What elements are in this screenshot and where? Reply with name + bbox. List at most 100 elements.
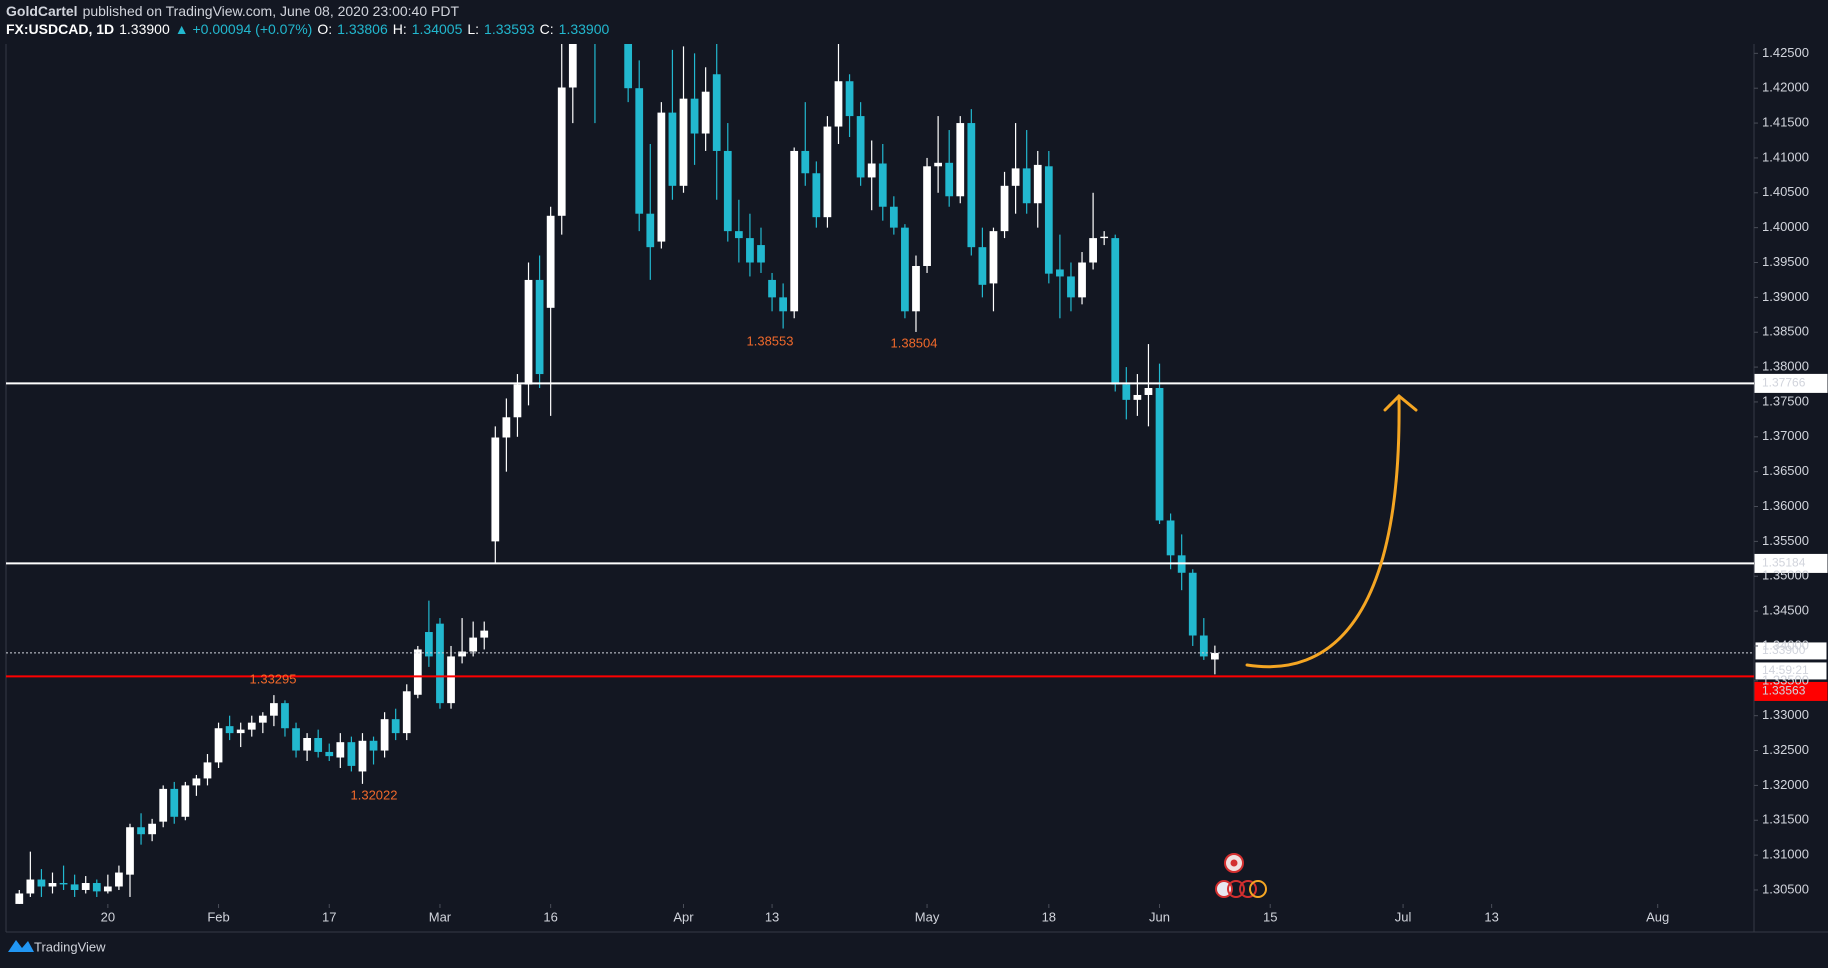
x-tick-label: Feb — [207, 909, 229, 924]
candle-body — [314, 737, 323, 752]
legend-item: 1.33900 — [559, 21, 610, 37]
candle-body — [934, 162, 942, 167]
y-tick-label: 1.32500 — [1762, 742, 1809, 757]
candle-body — [181, 785, 190, 817]
candle-body — [203, 762, 212, 779]
candle-body — [1144, 388, 1153, 395]
candle-body — [358, 740, 367, 772]
candle-body — [1188, 572, 1197, 636]
candle-body — [258, 715, 267, 723]
candle-body — [823, 126, 832, 218]
candle-body — [878, 163, 887, 207]
candle-body — [867, 163, 876, 178]
y-tick-label: 1.38000 — [1762, 359, 1809, 374]
candle-body — [1056, 269, 1064, 277]
published: published on TradingView.com, June 08, 2… — [83, 3, 460, 19]
event-icon — [1227, 880, 1245, 898]
candle-body — [1011, 168, 1020, 186]
candle-body — [170, 788, 179, 817]
candle-body — [834, 81, 843, 127]
candle-body — [657, 112, 666, 242]
candle-body — [59, 883, 68, 885]
candle-body — [292, 728, 300, 751]
candle-body — [923, 166, 931, 266]
event-icon — [1249, 880, 1267, 898]
candle-body — [81, 883, 90, 890]
tradingview-logo — [8, 940, 34, 952]
candle-body — [812, 173, 821, 218]
candle-body — [491, 437, 500, 542]
candle-body — [391, 719, 400, 734]
y-tick-label: 1.35000 — [1762, 568, 1809, 583]
candle-body — [70, 884, 79, 890]
level-badge: 1.35184 — [1762, 556, 1806, 570]
candle-body — [701, 91, 710, 134]
projection-arrow — [1245, 393, 1418, 669]
candle-body — [1067, 276, 1075, 298]
candle-body — [413, 649, 422, 695]
candle-body — [1033, 164, 1042, 204]
candle-body — [281, 703, 289, 729]
arrow-curve — [1245, 396, 1401, 669]
level-badge: 1.37766 — [1762, 376, 1806, 390]
candle-body — [247, 722, 256, 730]
candle-body — [801, 150, 810, 174]
legend-item: 1.33806 — [337, 21, 388, 37]
candle-body — [225, 726, 234, 734]
x-tick-label: 20 — [101, 909, 115, 924]
candle-body — [402, 691, 411, 734]
candle-body — [425, 632, 433, 657]
candle-body — [1111, 238, 1120, 385]
y-tick-label: 1.33500 — [1762, 672, 1809, 687]
x-tick-label: May — [915, 909, 940, 924]
candle-body — [48, 883, 57, 887]
legend-item: 1.33593 — [484, 21, 535, 37]
candle-body — [956, 123, 965, 197]
candle-body — [347, 742, 356, 766]
y-tick-label: 1.41500 — [1762, 115, 1809, 130]
y-tick-label: 1.31500 — [1762, 812, 1809, 827]
candle-body — [723, 150, 732, 232]
x-tick-label: Jul — [1395, 909, 1412, 924]
candle-body — [1166, 520, 1175, 556]
countdown-badge: 14:59:21 — [1762, 663, 1809, 677]
low-annotation: 1.38553 — [747, 333, 794, 348]
x-tick-label: 13 — [1484, 909, 1498, 924]
y-tick-label: 1.30500 — [1762, 881, 1809, 896]
footer-brand: TradingView — [34, 939, 106, 954]
candle-body — [92, 883, 101, 892]
y-tick-label: 1.33000 — [1762, 707, 1809, 722]
candle-body — [37, 879, 46, 887]
y-tick-label: 1.37000 — [1762, 428, 1809, 443]
author: GoldCartel — [6, 3, 78, 19]
x-tick-label: 15 — [1263, 909, 1277, 924]
candle-body — [1133, 394, 1142, 400]
legend-item: 1.33900 — [119, 21, 170, 37]
candle-body — [635, 88, 644, 214]
y-tick-label: 1.36500 — [1762, 463, 1809, 478]
x-tick-label: Jun — [1149, 909, 1170, 924]
y-tick-label: 1.32000 — [1762, 777, 1809, 792]
candle-body — [624, 44, 633, 89]
candle-body — [1044, 166, 1053, 274]
y-tick-label: 1.40500 — [1762, 184, 1809, 199]
legend-item: C: — [540, 21, 554, 37]
candle-body — [325, 751, 334, 757]
candle-body — [912, 265, 920, 312]
candle-body — [779, 297, 788, 312]
candle-body — [380, 719, 389, 751]
candle-body — [436, 623, 444, 704]
y-tick-label: 1.42000 — [1762, 80, 1809, 95]
candle-body — [148, 823, 157, 835]
candle-body — [513, 384, 522, 418]
candle-body — [1199, 635, 1208, 657]
candle-body — [746, 238, 754, 263]
legend-item: FX:USDCAD, 1D — [6, 21, 114, 37]
x-tick-label: 16 — [543, 909, 557, 924]
candle-body — [535, 279, 544, 375]
candle-body — [1100, 236, 1109, 239]
candle-body — [369, 740, 378, 751]
level-badge-bg — [1754, 681, 1828, 701]
legend-item: H: — [393, 21, 407, 37]
